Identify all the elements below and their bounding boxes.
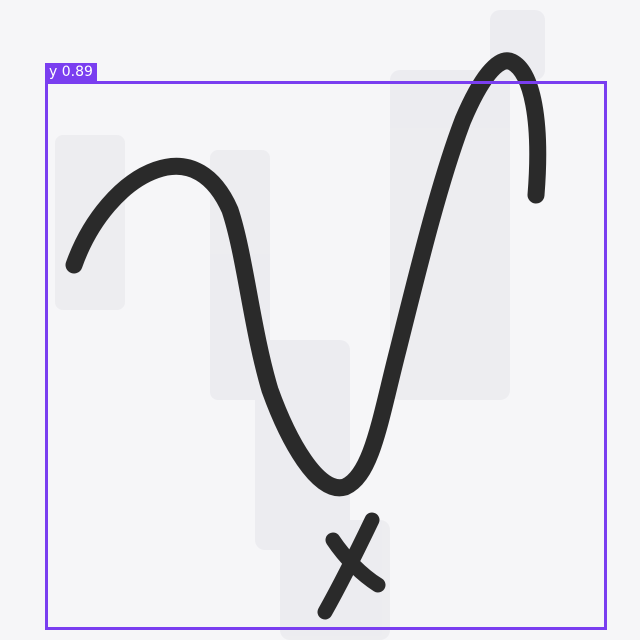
detection-label: y 0.89 — [45, 63, 97, 81]
squiggle-y-stroke — [65, 52, 547, 497]
detection-bounding-box — [45, 81, 607, 630]
x-mark-stroke-2 — [317, 512, 380, 620]
